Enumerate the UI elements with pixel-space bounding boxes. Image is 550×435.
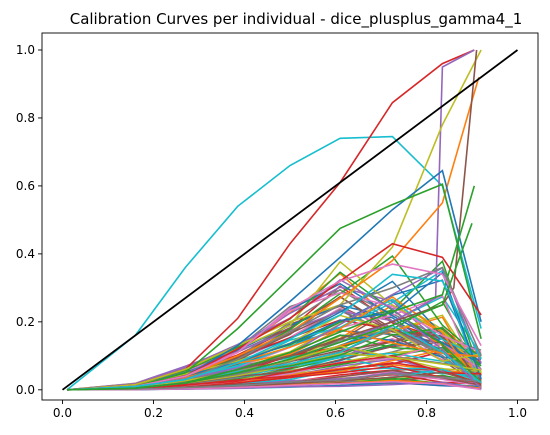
x-tick-label: 0.6 (326, 406, 345, 420)
axes: 0.0 0.2 0.4 0.6 0.8 1.0 0.0 0.2 0.4 0.6 0.8 1.0 (16, 32, 539, 420)
y-tick-label: 0.6 (16, 179, 35, 193)
axes-frame (41, 32, 539, 401)
y-tick-label: 0.0 (16, 383, 35, 397)
x-tick-label: 0.8 (417, 406, 436, 420)
series-line-bulk (66, 354, 482, 391)
series-line-bulk (66, 372, 482, 391)
x-tick-label: 1.0 (508, 406, 527, 420)
y-tick-label: 0.4 (16, 247, 35, 261)
series-line-cyan-mid (66, 273, 482, 391)
series-line-green-late2 (66, 223, 473, 391)
chart-title: Calibration Curves per individual - dice… (70, 10, 523, 29)
x-tick-label: 0.4 (235, 406, 254, 420)
series-line-green-peak (66, 183, 482, 391)
plot-area (61, 49, 519, 391)
y-tick-label: 1.0 (16, 43, 35, 57)
series-line-pink-mid (66, 263, 482, 391)
x-tick-label: 0.0 (53, 406, 72, 420)
reference-line (61, 49, 519, 391)
series-line-bulk (66, 345, 482, 391)
x-tick-label: 0.2 (144, 406, 163, 420)
y-tick-label: 0.2 (16, 315, 35, 329)
y-tick-label: 0.8 (16, 111, 35, 125)
series-line-olive-high (66, 49, 482, 391)
series-line-cyan-high (66, 135, 482, 391)
